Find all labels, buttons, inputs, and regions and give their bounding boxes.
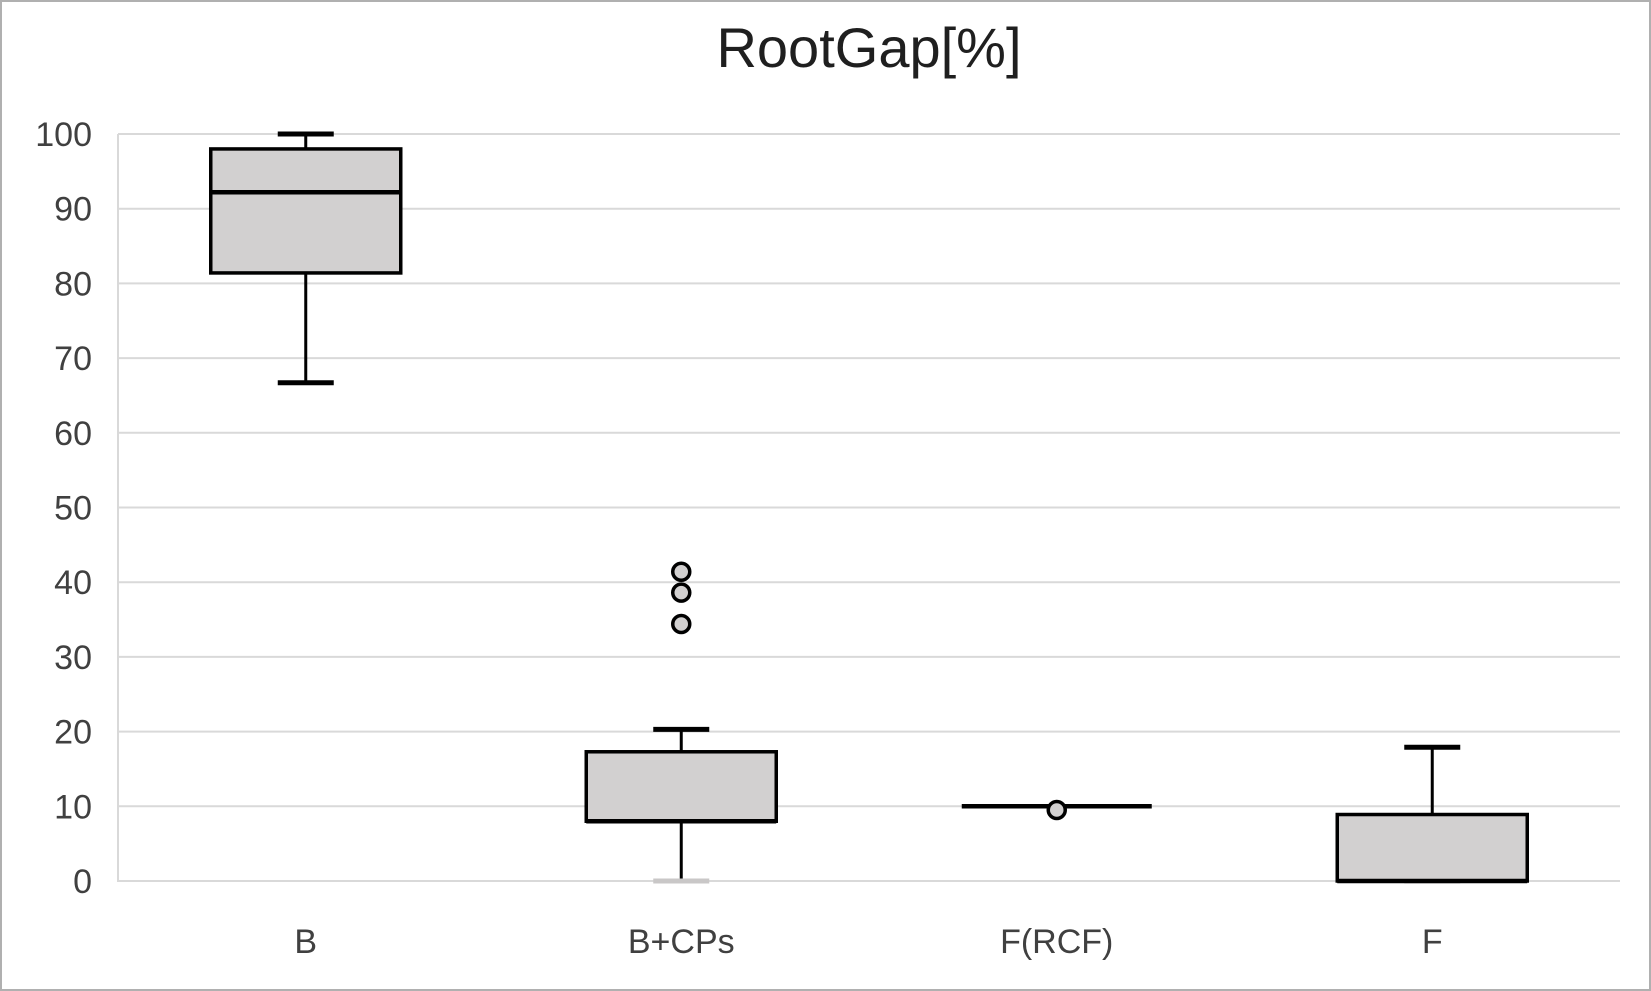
outlier-point-F(RCF)-0 bbox=[1046, 799, 1067, 821]
y-tick-label-30: 30 bbox=[54, 639, 92, 677]
y-tick-label-50: 50 bbox=[54, 490, 92, 528]
outlier-point-B+CPs-2 bbox=[671, 613, 692, 635]
y-tick-label-70: 70 bbox=[54, 340, 92, 378]
box-F bbox=[1335, 812, 1529, 883]
box-B bbox=[209, 147, 403, 275]
chart-title: RootGap[%] bbox=[716, 16, 1022, 79]
y-tick-label-60: 60 bbox=[54, 415, 92, 453]
y-tick-label-10: 10 bbox=[54, 788, 92, 826]
box-B+CPs bbox=[584, 750, 778, 823]
y-tick-label-100: 100 bbox=[35, 116, 92, 154]
x-category-label-F: F bbox=[1422, 923, 1443, 961]
y-tick-label-40: 40 bbox=[54, 564, 92, 602]
y-tick-label-90: 90 bbox=[54, 191, 92, 229]
x-category-label-B+CPs: B+CPs bbox=[628, 923, 735, 961]
y-tick-label-80: 80 bbox=[54, 265, 92, 303]
x-category-label-F(RCF): F(RCF) bbox=[1000, 923, 1113, 961]
outlier-point-B+CPs-0 bbox=[671, 561, 692, 582]
x-category-label-B: B bbox=[294, 923, 317, 961]
y-tick-label-0: 0 bbox=[73, 863, 92, 901]
y-tick-label-20: 20 bbox=[54, 714, 92, 752]
outlier-point-B+CPs-1 bbox=[671, 582, 692, 603]
